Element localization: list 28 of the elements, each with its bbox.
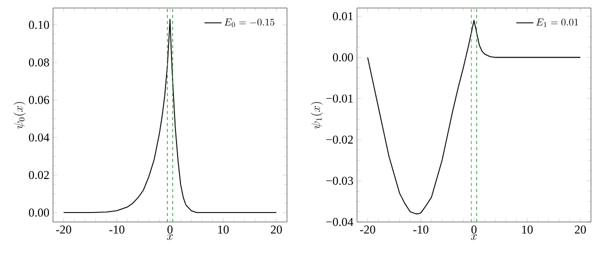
y-tick-label: 0.00	[28, 208, 50, 217]
y-tick-label: 0.04	[28, 133, 50, 142]
y-axis-title: $\psi_1(x)$	[310, 102, 323, 129]
x-tick-label: -10	[109, 226, 124, 234]
x-tick-label: 0	[471, 226, 477, 234]
x-tick-label: -20	[56, 226, 72, 234]
x-tick-label: 10	[522, 226, 533, 234]
y-axis-title: $\psi_0(x)$	[14, 102, 26, 129]
y-tick-label: 0.00	[332, 53, 354, 62]
y-tick-label: −0.04	[326, 218, 354, 226]
y-tick-label: 0.02	[28, 170, 49, 180]
y-tick-label: −0.02	[326, 136, 353, 144]
x-axis-title: $x$	[167, 234, 173, 240]
x-tick-label: 20	[270, 226, 282, 234]
legend-label: $E_1 = 0.01$	[536, 18, 578, 27]
y-tick-label: 0.08	[28, 58, 50, 67]
x-tick-label: 20	[574, 226, 586, 234]
legend-label: $E_0 = -0.15$	[224, 18, 274, 28]
x-tick-label: -10	[413, 226, 428, 234]
y-tick-label: −0.01	[326, 94, 353, 103]
x-tick-label: -20	[360, 226, 376, 234]
x-tick-label: 10	[218, 226, 229, 234]
y-tick-label: 0.06	[28, 96, 50, 104]
y-tick-label: −0.03	[326, 176, 354, 185]
x-axis-title: $x$	[470, 234, 477, 240]
y-tick-label: 0.01	[332, 12, 353, 20]
x-tick-label: 0	[167, 226, 173, 234]
y-tick-label: 0.10	[28, 20, 50, 29]
